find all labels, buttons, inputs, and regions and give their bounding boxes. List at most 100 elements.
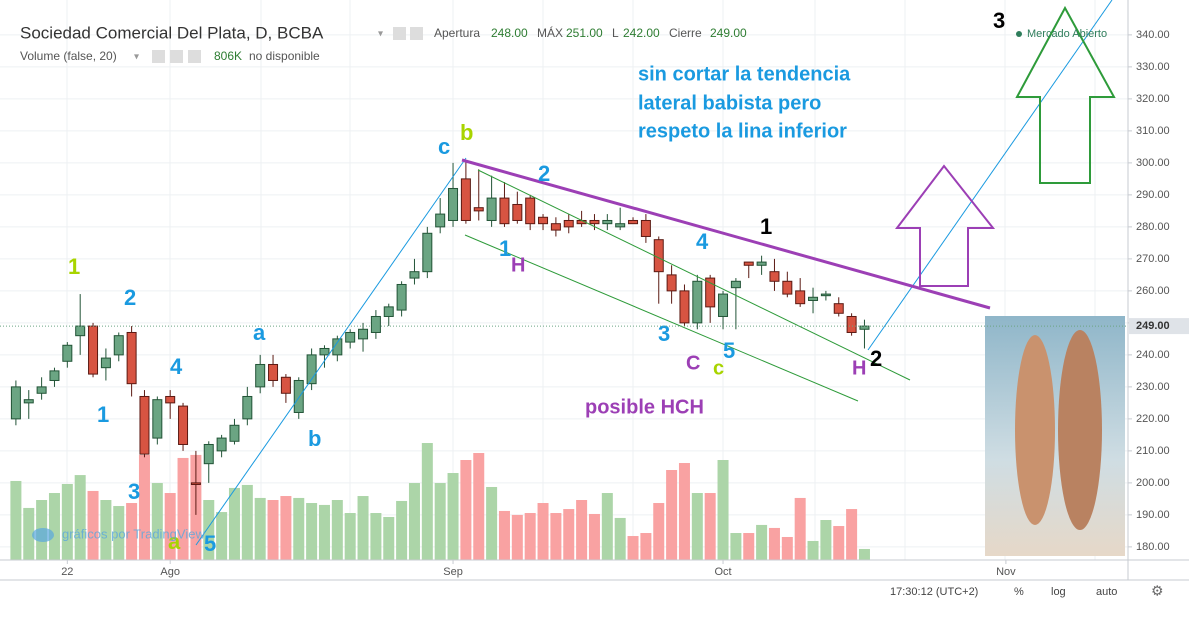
volume-bar: [563, 509, 575, 560]
volume-bar: [434, 483, 446, 560]
candle-body: [255, 363, 266, 388]
annotation: 4: [170, 354, 183, 379]
photo: [985, 316, 1125, 556]
volume-bar: [177, 457, 189, 560]
volume-bar: [164, 493, 176, 560]
candle-body: [679, 290, 690, 324]
annotation: b: [460, 120, 473, 145]
settings-button[interactable]: ⚙: [1151, 583, 1164, 599]
x-tick-label: Oct: [714, 566, 731, 578]
volume-bar: [601, 493, 613, 560]
volume-bar: [357, 496, 369, 560]
logo: [32, 528, 54, 542]
y-tick-label: 300.00: [1136, 157, 1170, 169]
volume-bar: [730, 533, 742, 560]
volume-bar: [820, 520, 832, 560]
candle-body: [306, 354, 317, 385]
candle-body: [178, 405, 189, 445]
y-tick-label: 280.00: [1136, 221, 1170, 233]
channel-line: [477, 169, 911, 381]
dropdown[interactable]: ▾: [378, 29, 383, 40]
channel-line: [464, 234, 859, 402]
annotation: 2: [538, 161, 550, 186]
icon-button[interactable]: [170, 50, 183, 63]
annotation: b: [308, 426, 321, 451]
candle-body: [36, 386, 47, 394]
y-tick-label: 260.00: [1136, 285, 1170, 297]
volume-bar: [267, 500, 279, 560]
candle-body: [229, 424, 240, 442]
candle-body: [589, 219, 600, 225]
watermark: gráficos por TradingView: [62, 526, 205, 541]
volume-bar: [318, 504, 330, 560]
low-value: 242.00: [623, 26, 660, 40]
candle-body: [743, 261, 754, 266]
candle-layer: [10, 159, 870, 515]
open-label: Apertura: [434, 26, 480, 40]
annotation: posible HCH: [585, 396, 704, 418]
arrow: [1015, 5, 1116, 184]
candle-body: [23, 399, 34, 404]
candle-body: [370, 315, 381, 333]
volume-bar: [537, 503, 549, 560]
close-label: Cierre: [669, 26, 702, 40]
volume-layer: [10, 443, 870, 560]
icon-button[interactable]: [393, 27, 406, 40]
x-tick-label: Nov: [996, 566, 1016, 578]
x-tick-label: Ago: [160, 566, 180, 578]
volume-bar: [614, 517, 626, 560]
candle-body: [550, 223, 561, 231]
arrow: [894, 164, 996, 287]
volume-bar: [576, 500, 588, 560]
candle-body: [615, 223, 626, 228]
icon-button[interactable]: [410, 27, 423, 40]
volume-bar: [228, 487, 240, 560]
candle-body: [499, 197, 510, 225]
annotation: 3: [128, 479, 140, 504]
photo-area: [985, 316, 1125, 556]
candle-body: [268, 363, 279, 381]
volume-bar: [216, 512, 228, 560]
volume-bar: [280, 496, 292, 560]
candle-body: [460, 178, 471, 221]
candle-body: [563, 219, 574, 228]
volume-bar: [254, 497, 266, 560]
trend-line: [195, 157, 467, 546]
volume-bar: [627, 536, 639, 560]
volume-bar: [511, 514, 523, 560]
icon-button[interactable]: [152, 50, 165, 63]
annotation: lateral babista pero: [638, 92, 821, 114]
candle-body: [62, 344, 73, 362]
auto-button[interactable]: auto: [1096, 586, 1117, 598]
volume-bar: [678, 463, 690, 560]
volume-bar: [74, 475, 86, 560]
volume-bar: [460, 460, 472, 560]
y-tick-label: 330.00: [1136, 61, 1170, 73]
candle-body: [846, 315, 857, 333]
annotations: 3 sin cortar la tendencia lateral babista …: [68, 8, 1005, 556]
volume-bar: [344, 513, 356, 560]
annotation: c: [713, 357, 724, 379]
candle-body: [808, 296, 819, 301]
dropdown[interactable]: ▾: [134, 52, 139, 63]
candle-body: [640, 219, 651, 237]
log-button[interactable]: log: [1051, 586, 1066, 598]
candle-body: [769, 271, 780, 282]
volume-bar: [833, 526, 845, 560]
volume-bar: [87, 490, 99, 560]
volume-bar: [756, 524, 768, 560]
volume-bar: [473, 453, 485, 560]
icon-button[interactable]: [188, 50, 201, 63]
percent-button[interactable]: %: [1014, 586, 1024, 598]
candle-body: [473, 207, 484, 212]
candle-body: [756, 261, 767, 266]
annotation: 3: [658, 321, 670, 346]
volume-bar: [306, 503, 318, 560]
annotation: 2: [124, 285, 136, 310]
volume-bar: [100, 500, 112, 560]
annotation: a: [168, 529, 181, 554]
annotation: C: [686, 352, 700, 374]
candle-body: [139, 395, 150, 455]
candle-body: [358, 328, 369, 340]
volume-bar: [113, 506, 125, 560]
